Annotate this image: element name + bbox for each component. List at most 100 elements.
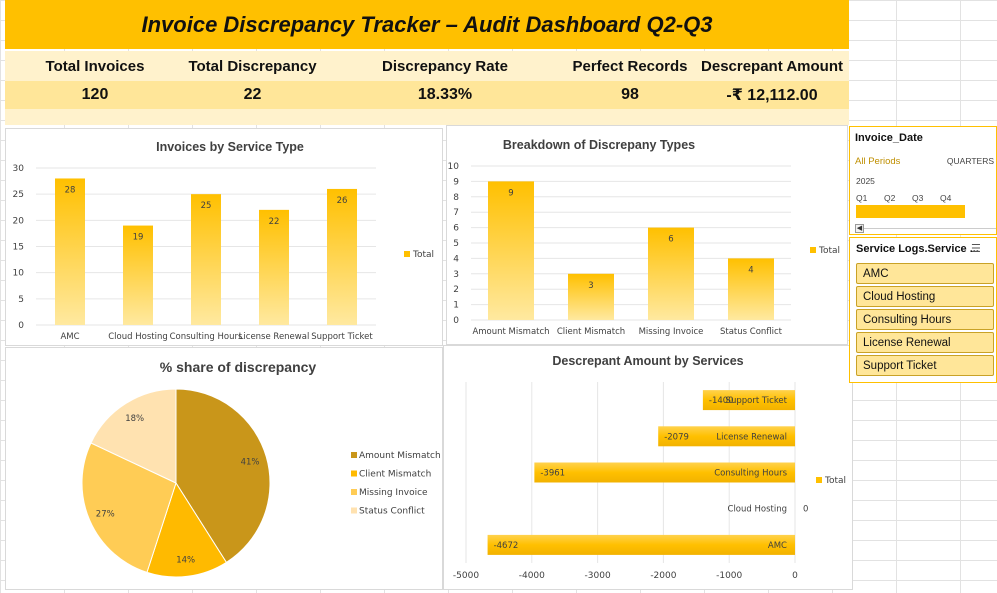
kpi-label-row: Total Invoices Total Discrepancy Discrep… <box>5 51 849 81</box>
y-tick-label: 20 <box>13 216 25 226</box>
category-label: Status Conflict <box>720 327 783 337</box>
legend-swatch <box>810 247 816 253</box>
category-label: AMC <box>768 541 787 551</box>
bar-chart-invoices-by-service: Invoices by Service Type 0 5 10 15 20 25 30 28 AM… <box>13 140 434 342</box>
legend-swatch <box>816 477 822 483</box>
slicer-item-amc[interactable]: AMC <box>856 263 994 284</box>
chart-descrepant-amount-by-services[interactable]: Descrepant Amount by Services -5000 -4000 -… <box>443 345 853 590</box>
kpi-value-total-discrepancy[interactable]: 22 <box>243 86 262 103</box>
category-label: Consulting Hours <box>714 469 787 479</box>
x-tick-label: -1000 <box>716 571 742 581</box>
y-tick-label: 4 <box>453 254 459 264</box>
kpi-value-perfect-records[interactable]: 98 <box>621 86 639 103</box>
bar-amount-mismatch <box>488 181 534 320</box>
timeline-slicer-invoice-date[interactable]: Invoice_Date All Periods QUARTERS 2025 Q… <box>849 126 997 235</box>
data-label: -3961 <box>540 469 565 479</box>
category-label: Cloud Hosting <box>108 332 167 342</box>
y-tick-label: 3 <box>453 270 459 280</box>
bar-chart-breakdown-discrepancy-types: Breakdown of Discrepany Types 0 1 2 3 4 5 6 7 8 9 1… <box>448 138 840 337</box>
chart-title: Descrepant Amount by Services <box>552 354 743 368</box>
kpi-spacer-row <box>5 109 849 125</box>
legend-label: Total <box>818 246 840 256</box>
hbar-consulting-hours <box>534 462 795 483</box>
category-label: Missing Invoice <box>639 327 704 337</box>
bar-consulting-hours <box>191 194 221 325</box>
timeline-scroll-left-icon[interactable]: ◀ <box>855 224 864 233</box>
data-label: 6 <box>668 235 673 245</box>
timeline-quarter-q4[interactable]: Q4 <box>940 193 952 203</box>
legend-label: Status Conflict <box>359 507 425 517</box>
pie-slice-amount-mismatch <box>175 388 271 564</box>
legend-swatch <box>351 507 357 514</box>
data-label: 22 <box>269 217 280 227</box>
data-label: 3 <box>588 281 593 291</box>
dashboard-title: Invoice Discrepancy Tracker – Audit Dash… <box>5 0 849 49</box>
bar-client-mismatch <box>568 273 614 320</box>
pie-data-label: 41% <box>241 457 260 467</box>
timeline-scrollbar[interactable] <box>864 228 996 229</box>
bar-amc <box>55 178 85 325</box>
timeline-selection-label: All Periods <box>855 156 901 167</box>
kpi-label-perfect-records: Perfect Records <box>572 57 688 75</box>
hbar-amc <box>487 534 795 555</box>
y-tick-label: 5 <box>453 239 459 249</box>
data-label: 4 <box>748 265 753 275</box>
y-tick-label: 0 <box>18 321 24 331</box>
y-tick-label: 2 <box>453 285 459 295</box>
y-tick-label: 10 <box>13 269 25 279</box>
legend-swatch <box>351 489 357 495</box>
chart-invoices-by-service[interactable]: Invoices by Service Type 0 5 10 15 20 25 30 28 AM… <box>5 128 443 346</box>
timeline-quarter-q3[interactable]: Q3 <box>912 193 924 203</box>
y-tick-label: 30 <box>13 164 25 174</box>
legend-swatch <box>351 470 357 477</box>
slicer-item-license-renewal[interactable]: License Renewal <box>856 332 994 353</box>
x-tick-label: -2000 <box>650 571 676 581</box>
kpi-value-total-invoices[interactable]: 120 <box>81 86 109 103</box>
y-tick-label: 9 <box>453 177 459 187</box>
multi-select-icon[interactable]: ☰ <box>971 243 981 255</box>
legend-swatch <box>404 251 410 257</box>
hbar-support-ticket <box>702 390 795 411</box>
kpi-label-descrepant-amount: Descrepant Amount <box>701 57 843 75</box>
data-label: 9 <box>508 188 513 198</box>
slicer-service-title: Service Logs.Service ... <box>856 243 979 255</box>
timeline-quarter-q1[interactable]: Q1 <box>856 193 868 203</box>
pie-data-label: 18% <box>125 414 144 424</box>
y-tick-label: 1 <box>453 301 459 311</box>
slicer-item-cloud-hosting[interactable]: Cloud Hosting <box>856 286 994 307</box>
data-label: -1400 <box>709 396 734 406</box>
slicer-item-consulting-hours[interactable]: Consulting Hours <box>856 309 994 330</box>
chart-title: % share of discrepancy <box>160 359 317 375</box>
data-label: -2079 <box>664 432 689 442</box>
pie-data-label: 14% <box>176 555 195 565</box>
chart-share-of-discrepancy[interactable]: % share of discrepancy 41% 14% 27% 18% Amount… <box>5 347 443 590</box>
bar-missing-invoice <box>648 227 694 320</box>
kpi-value-descrepant-amount[interactable]: -₹ 12,112.00 <box>726 87 818 104</box>
bar-license-renewal <box>259 209 289 325</box>
timeline-selected-range-bar[interactable] <box>856 205 966 218</box>
data-label: -4672 <box>494 541 519 551</box>
timeline-level-dropdown[interactable]: QUARTERS <box>946 156 994 166</box>
chart-breakdown-discrepancy-types[interactable]: Breakdown of Discrepany Types 0 1 2 3 4 5 6 7 8 9 1… <box>446 125 848 345</box>
kpi-value-discrepancy-rate[interactable]: 18.33% <box>417 86 473 103</box>
timeline-year-label: 2025 <box>856 176 875 186</box>
y-tick-label: 15 <box>13 243 24 253</box>
legend-label: Client Mismatch <box>359 470 431 480</box>
slicer-service[interactable]: Service Logs.Service ... ☰ AMC Cloud Hos… <box>849 237 997 383</box>
category-label: License Renewal <box>716 432 787 442</box>
legend-label: Amount Mismatch <box>359 451 441 461</box>
timeline-quarter-q2[interactable]: Q2 <box>884 193 896 203</box>
y-tick-label: 25 <box>13 190 24 200</box>
data-label: 25 <box>201 201 212 211</box>
pie-slice-client-mismatch <box>146 481 228 578</box>
hbar-license-renewal <box>658 426 795 447</box>
kpi-label-total-discrepancy: Total Discrepancy <box>188 57 317 75</box>
category-label: Cloud Hosting <box>728 505 787 515</box>
y-tick-label: 0 <box>453 316 459 326</box>
pie-data-label: 27% <box>96 510 115 520</box>
chart-title: Invoices by Service Type <box>156 140 304 154</box>
category-label: Amount Mismatch <box>472 327 549 337</box>
legend-label: Missing Invoice <box>359 488 428 498</box>
category-label: AMC <box>60 332 79 342</box>
slicer-item-support-ticket[interactable]: Support Ticket <box>856 355 994 376</box>
